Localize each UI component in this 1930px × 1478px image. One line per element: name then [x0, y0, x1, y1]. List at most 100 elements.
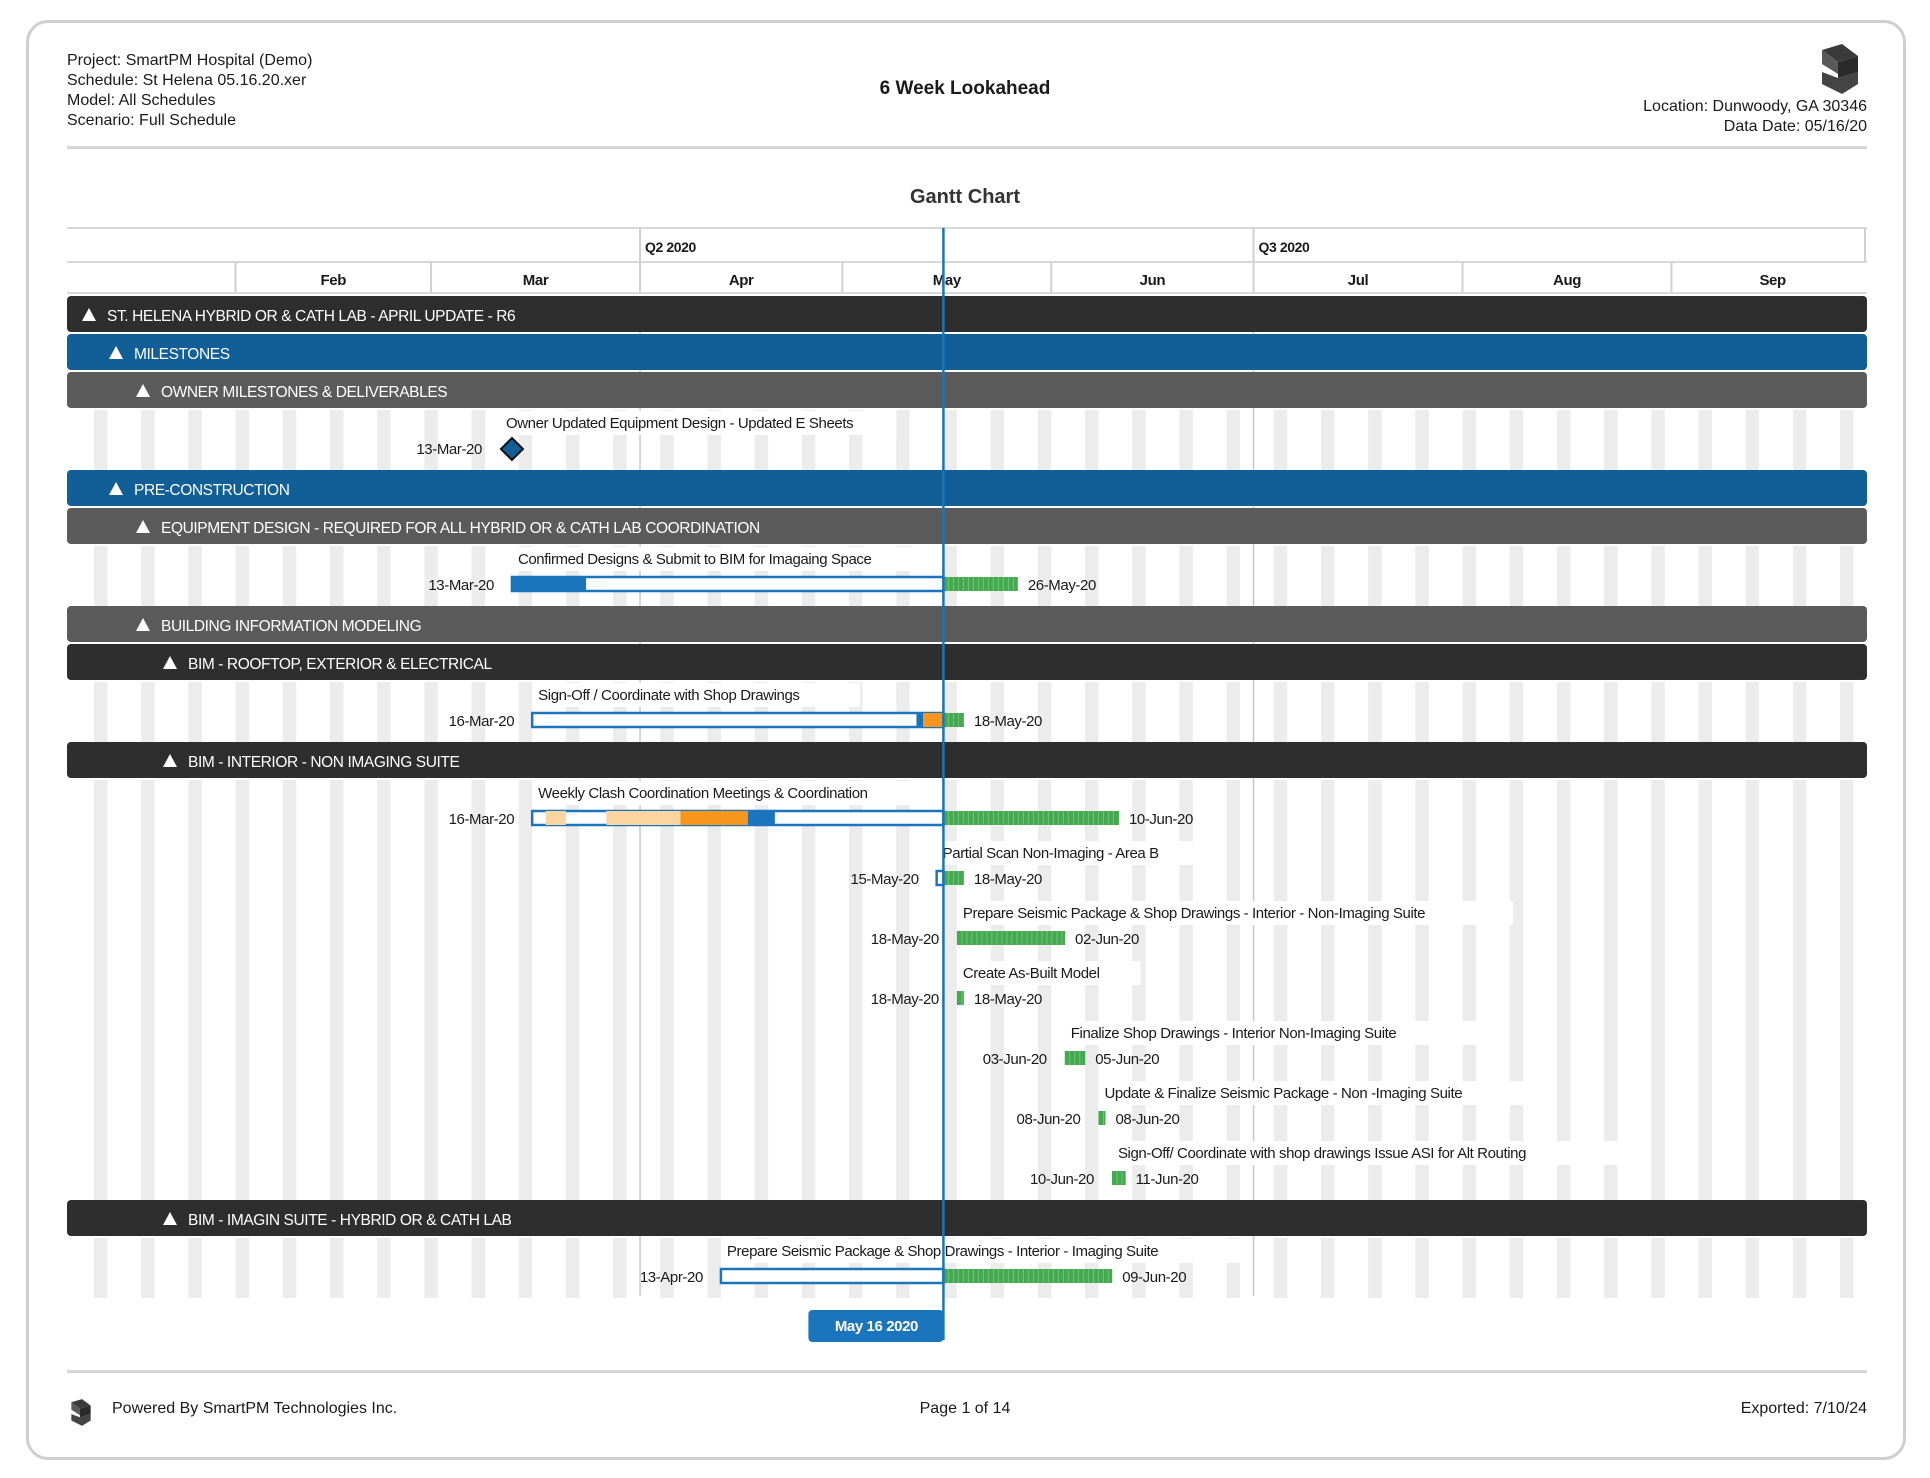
weekend-stripe: [93, 546, 108, 606]
weekend-stripe: [613, 1020, 627, 1080]
task-name: Confirmed Designs & Submit to BIM for Im…: [518, 551, 872, 568]
weekend-stripe: [1509, 1020, 1524, 1080]
weekend-stripe: [1179, 410, 1193, 470]
weekend-stripe: [1132, 780, 1146, 840]
weekend-stripe: [1556, 780, 1571, 840]
weekend-stripe: [660, 1020, 674, 1080]
weekend-stripe: [1698, 900, 1712, 960]
weekend-stripe: [93, 410, 108, 470]
weekend-stripe: [1840, 546, 1854, 606]
weekend-stripe: [188, 682, 202, 742]
weekend-stripe: [518, 1140, 533, 1200]
weekend-stripe: [471, 682, 485, 742]
weekend-stripe: [329, 960, 344, 1020]
weekend-stripe: [424, 1080, 438, 1140]
weekend-stripe: [329, 900, 344, 960]
collapse-triangle-icon: [136, 520, 150, 533]
weekend-stripe: [1698, 1080, 1712, 1140]
weekend-stripe: [424, 682, 438, 742]
weekend-stripe: [235, 682, 250, 742]
weekend-stripe: [707, 1140, 721, 1200]
collapse-triangle-icon: [136, 384, 150, 397]
weekend-stripe: [1462, 960, 1476, 1020]
weekend-stripe: [1084, 546, 1099, 606]
weekend-stripe: [235, 900, 250, 960]
weekend-stripe: [282, 1140, 297, 1200]
smartpm-logo: [1822, 44, 1858, 94]
weekend-stripe: [1084, 1080, 1099, 1140]
group-band: [67, 334, 1867, 370]
weekend-stripe: [471, 900, 485, 960]
weekend-stripe: [660, 900, 674, 960]
weekend-stripe: [707, 1238, 721, 1298]
weekend-stripe: [1651, 682, 1665, 742]
group-band: [67, 296, 1867, 332]
weekend-stripe: [660, 840, 674, 900]
task-name-backdrop: [1098, 1081, 1533, 1105]
task-bar-remaining: [956, 931, 1066, 945]
weekend-stripe: [1604, 780, 1618, 840]
weekend-stripe: [1792, 1238, 1807, 1298]
weekend-stripe: [1320, 546, 1335, 606]
report-title: 6 Week Lookahead: [879, 78, 1051, 99]
weekend-stripe: [1037, 1080, 1052, 1140]
weekend-stripe: [1273, 840, 1288, 900]
weekend-stripe: [1792, 780, 1807, 840]
weekend-stripe: [1840, 1080, 1854, 1140]
weekend-stripe: [235, 410, 250, 470]
weekend-stripe: [1368, 546, 1382, 606]
weekend-stripe: [1792, 840, 1807, 900]
smartpm-footer-logo: [71, 1399, 91, 1426]
month-label: Jul: [1348, 272, 1369, 289]
finish-date-label: 26-May-20: [1028, 577, 1096, 594]
weekend-stripe: [93, 1238, 108, 1298]
weekend-stripe: [1368, 1238, 1382, 1298]
weekend-stripe: [1745, 960, 1760, 1020]
weekend-stripe: [1698, 682, 1712, 742]
group-label: PRE-CONSTRUCTION: [134, 482, 290, 499]
weekend-stripe: [1840, 840, 1854, 900]
weekend-stripe: [1840, 1238, 1854, 1298]
weekend-stripe: [943, 410, 957, 470]
weekend-stripe: [424, 1020, 438, 1080]
weekend-stripe: [990, 780, 1005, 840]
weekend-stripe: [471, 410, 485, 470]
weekend-stripe: [424, 780, 438, 840]
month-label: Sep: [1759, 272, 1786, 289]
weekend-stripe: [1745, 410, 1760, 470]
weekend-stripe: [1037, 780, 1052, 840]
model-label: Model: All Schedules: [67, 92, 216, 109]
weekend-stripe: [282, 840, 297, 900]
collapse-triangle-icon: [82, 308, 96, 321]
task-bar-remaining: [1111, 1171, 1126, 1185]
weekend-stripe: [1084, 780, 1099, 840]
weekend-stripe: [1179, 682, 1193, 742]
weekend-stripe: [1509, 780, 1524, 840]
weekend-stripe: [754, 840, 769, 900]
weekend-stripe: [235, 1238, 250, 1298]
task-name-backdrop: [532, 781, 929, 805]
weekend-stripe: [1840, 1140, 1854, 1200]
task-name-backdrop: [1064, 1021, 1477, 1045]
weekend-stripe: [1745, 1020, 1760, 1080]
weekend-stripe: [1792, 682, 1807, 742]
weekend-stripe: [943, 960, 957, 1020]
weekend-stripe: [188, 546, 202, 606]
weekend-stripe: [471, 546, 485, 606]
weekend-stripe: [1604, 682, 1618, 742]
weekend-stripe: [849, 840, 863, 900]
weekend-stripe: [943, 1020, 957, 1080]
weekend-stripe: [990, 546, 1005, 606]
weekend-stripe: [1368, 960, 1382, 1020]
collapse-triangle-icon: [109, 482, 123, 495]
weekend-stripe: [188, 1020, 202, 1080]
weekend-stripe: [141, 1080, 155, 1140]
weekend-stripe: [377, 546, 391, 606]
weekend-stripe: [565, 960, 580, 1020]
weekend-stripe: [1037, 1020, 1052, 1080]
finish-date-label: 11-Jun-20: [1136, 1171, 1199, 1188]
task-name-backdrop: [720, 1239, 1247, 1263]
weekend-stripe: [1840, 960, 1854, 1020]
weekend-stripe: [1226, 840, 1241, 900]
weekend-stripe: [1462, 840, 1476, 900]
